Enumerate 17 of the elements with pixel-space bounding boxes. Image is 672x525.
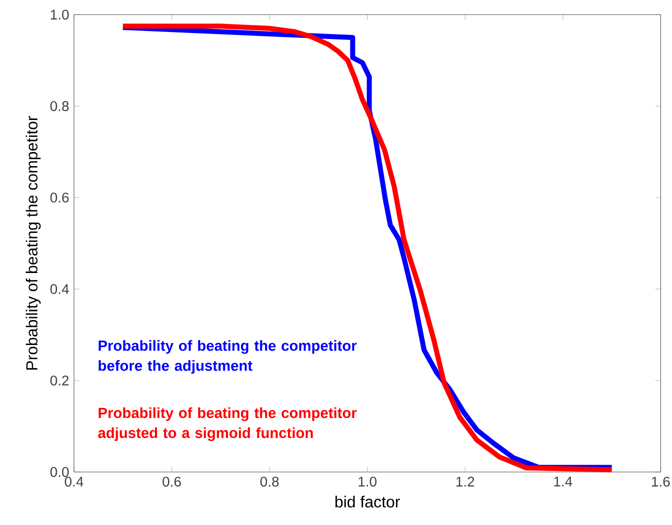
x-tick-label: 0.6 [162, 476, 181, 487]
text: Probability of beating the competitor before the adjustment [98, 340, 357, 374]
x-tick-label: 0.8 [260, 476, 279, 487]
y-tick-label: 0.2 [50, 376, 69, 386]
y-tick-label: 0.8 [50, 101, 69, 112]
x-tick-label: 0.4 [64, 476, 84, 487]
x-axis-title: bid factor [335, 496, 400, 508]
x-tick-label: 1.0 [358, 476, 377, 487]
x-tick-label: 1.6 [652, 476, 670, 487]
x-tick-label: 1.4 [554, 476, 572, 486]
y-tick-label: 1.0 [50, 10, 69, 20]
text: Probability of beating the competitor adjusted to a sigmoid function [98, 407, 357, 442]
y-tick-label: 0.6 [50, 192, 69, 203]
y-axis-title: Probability of beating the competitor [26, 116, 41, 370]
y-tick-label: 0.0 [50, 467, 69, 477]
x-tick-label: 1.2 [456, 476, 474, 486]
y-tick-label: 0.4 [50, 284, 69, 294]
